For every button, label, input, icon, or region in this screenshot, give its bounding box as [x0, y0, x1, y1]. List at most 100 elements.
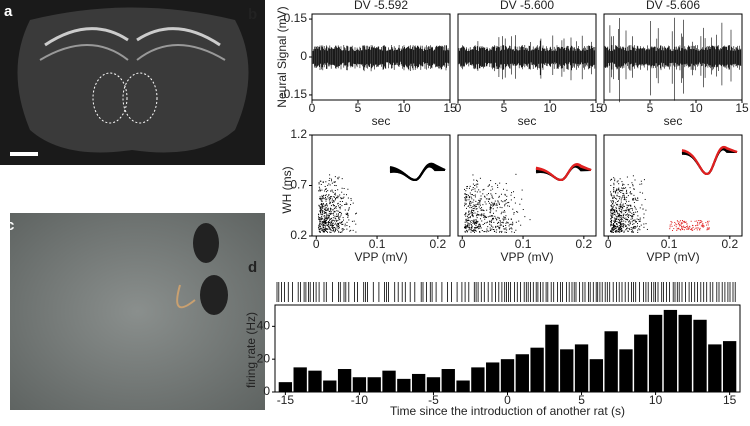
dot [611, 216, 613, 218]
dot [615, 226, 617, 228]
dot [680, 223, 682, 225]
dot [612, 199, 614, 201]
dot [324, 217, 326, 219]
dot [706, 228, 708, 230]
dot [319, 221, 321, 223]
dot [464, 193, 466, 195]
dot [346, 228, 348, 230]
dot [503, 200, 505, 202]
dot [616, 204, 618, 206]
dot [637, 197, 639, 199]
dot [342, 197, 344, 199]
dot [639, 229, 641, 231]
dot [612, 203, 614, 205]
dot [464, 199, 466, 201]
dot [325, 221, 327, 223]
dot [491, 215, 493, 217]
dot [625, 225, 627, 227]
dot [492, 188, 494, 190]
dot [474, 227, 476, 229]
dot [327, 225, 329, 227]
dot [484, 201, 486, 203]
dot [627, 219, 629, 221]
dot [319, 207, 321, 209]
dot [324, 204, 326, 206]
dot [342, 217, 344, 219]
dot [488, 202, 490, 204]
dot [493, 230, 495, 232]
dot [490, 224, 492, 226]
dot [329, 197, 331, 199]
dot [505, 202, 507, 204]
dot [611, 230, 613, 232]
dot [335, 205, 337, 207]
dot [327, 194, 329, 196]
dot [610, 229, 612, 231]
dot [505, 222, 507, 224]
dot [347, 214, 349, 216]
dot [610, 218, 612, 220]
dot [329, 231, 331, 233]
x-tick-label: 5 [578, 393, 585, 407]
dot [623, 213, 625, 215]
dot [336, 210, 338, 212]
dot [670, 220, 672, 222]
dot [498, 218, 500, 220]
dot [700, 221, 702, 223]
dot [490, 208, 492, 210]
dot [341, 200, 343, 202]
dot [487, 198, 489, 200]
dot [466, 187, 468, 189]
dot [330, 224, 332, 226]
dot [617, 218, 619, 220]
bar [545, 324, 559, 392]
dot [318, 214, 320, 216]
dot [318, 226, 320, 228]
dot [504, 200, 506, 202]
dot [478, 204, 480, 206]
dot [673, 228, 675, 230]
dot [493, 228, 495, 230]
dot [328, 226, 330, 228]
dot [467, 214, 469, 216]
dot [482, 193, 484, 195]
dot [500, 200, 502, 202]
dot [506, 229, 508, 231]
dot [627, 216, 629, 218]
dot [326, 203, 328, 205]
dot [326, 228, 328, 230]
dot [465, 196, 467, 198]
dot [465, 190, 467, 192]
dot [474, 188, 476, 190]
y-axis-label: WH (ms) [280, 166, 294, 213]
dot [320, 180, 322, 182]
dot [505, 199, 507, 201]
dot [321, 205, 323, 207]
dot [318, 205, 320, 207]
dot [476, 220, 478, 222]
dot [510, 223, 512, 225]
dot [475, 230, 477, 232]
dot [620, 223, 622, 225]
dot [515, 221, 517, 223]
dot [694, 220, 696, 222]
x-tick-label: 0.2 [429, 237, 446, 251]
dot [479, 198, 481, 200]
dot [623, 226, 625, 228]
dot [475, 204, 477, 206]
dot [330, 190, 332, 192]
dot [497, 186, 499, 188]
dot [496, 218, 498, 220]
dot [327, 222, 329, 224]
dot [473, 179, 475, 181]
dot [631, 212, 633, 214]
dot [496, 225, 498, 227]
dot [623, 187, 625, 189]
dot [348, 207, 350, 209]
dot [696, 224, 698, 226]
dot [346, 213, 348, 215]
rat-photo [10, 213, 265, 410]
dot [334, 229, 336, 231]
dot [331, 226, 333, 228]
dot [464, 231, 466, 233]
